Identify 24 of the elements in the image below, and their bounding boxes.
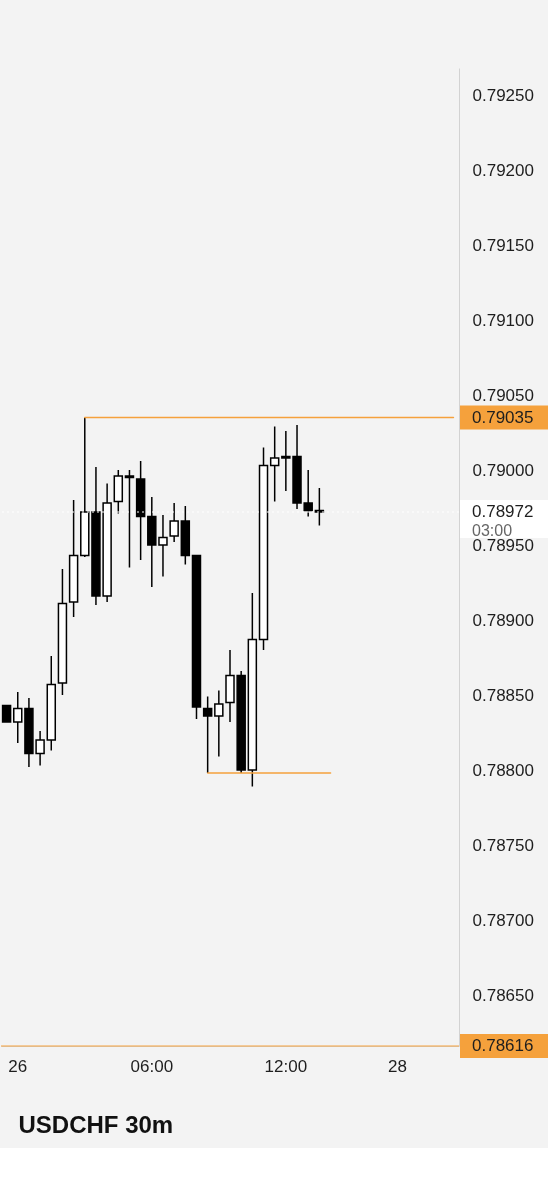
y-tick-label: 0.78900 bbox=[472, 610, 534, 630]
x-tick-label: 28 bbox=[388, 1056, 408, 1076]
x-tick-label: 12:00 bbox=[264, 1056, 308, 1076]
y-tick-label: 0.79100 bbox=[472, 310, 534, 330]
candlestick bbox=[214, 689, 224, 758]
x-tick-label: 06:00 bbox=[130, 1056, 174, 1076]
y-tick-label: 0.78750 bbox=[472, 835, 534, 855]
y-tick-label: 0.78800 bbox=[472, 760, 534, 780]
text: USDCHF 30m bbox=[18, 1111, 174, 1138]
y-tick-label: 0.79150 bbox=[472, 235, 534, 255]
y-tick-label: 0.79250 bbox=[472, 85, 534, 105]
candlestick bbox=[269, 425, 280, 503]
x-tick-label: 26 bbox=[8, 1056, 28, 1076]
ref-line-label: 0.78616 bbox=[472, 1036, 534, 1055]
candlestick bbox=[202, 695, 213, 774]
y-tick-label: 0.78650 bbox=[472, 985, 534, 1005]
series-label: 0.79035 bbox=[472, 407, 534, 427]
y-tick-label: 0.78850 bbox=[472, 685, 534, 705]
y-tick-label: 0.78700 bbox=[472, 910, 534, 930]
y-tick-label: 0.79200 bbox=[472, 160, 534, 180]
y-tick-label: 0.79000 bbox=[472, 460, 534, 480]
y-tick-label: 0.79050 bbox=[472, 385, 534, 405]
candlestick bbox=[124, 469, 135, 569]
ref-line-label: 0.78972 bbox=[472, 502, 534, 521]
